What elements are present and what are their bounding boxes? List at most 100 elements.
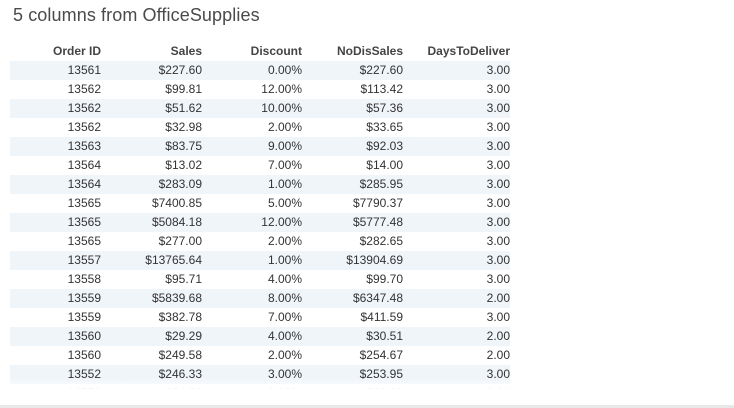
table-row[interactable]: 13558 $95.71 4.00% $99.70 3.00 xyxy=(10,270,510,289)
cell-daystodeliver: 3.00 xyxy=(403,213,510,232)
column-header-nodissales[interactable]: NoDisSales xyxy=(336,44,403,58)
data-table: Order ID Sales Discount NoDisSales DaysT… xyxy=(10,42,510,389)
cell-order-id: 13565 xyxy=(67,234,101,248)
cell-order-id: 13564 xyxy=(67,158,101,172)
table-row[interactable]: 13564 $283.09 1.00% $285.95 3.00 xyxy=(10,175,510,194)
cell-nodissales: $57.36 xyxy=(302,99,403,118)
cell-daystodeliver: 3.00 xyxy=(403,137,510,156)
cell-discount: 10.00% xyxy=(202,99,302,118)
cell-daystodeliver: 2.00 xyxy=(486,348,510,362)
cell-order-id: 13560 xyxy=(67,348,101,362)
cell-order-id: 13562 xyxy=(10,99,101,118)
cell-daystodeliver: 3.00 xyxy=(403,384,510,389)
table-row[interactable]: 13559 $5839.68 8.00% $6347.48 2.00 xyxy=(10,289,510,308)
table-row[interactable]: 13553$64.233.00%$66.223.00 xyxy=(10,384,510,389)
cell-sales: $249.58 xyxy=(158,348,202,362)
table-row[interactable]: 13560 $29.29 4.00% $30.51 2.00 xyxy=(10,327,510,346)
cell-nodissales: $282.65 xyxy=(359,234,403,248)
cell-discount: 12.00% xyxy=(202,213,302,232)
cell-sales: $277.00 xyxy=(158,234,202,248)
cell-nodissales: $5777.48 xyxy=(302,213,403,232)
cell-nodissales: $254.67 xyxy=(359,348,403,362)
cell-sales: $227.60 xyxy=(101,61,202,80)
table-row[interactable]: 13565 $5084.18 12.00% $5777.48 3.00 xyxy=(10,213,510,232)
table-row[interactable]: 13562 $51.62 10.00% $57.36 3.00 xyxy=(10,99,510,118)
bottom-divider xyxy=(0,405,734,408)
cell-discount: 4.00% xyxy=(202,327,302,346)
cell-discount: 9.00% xyxy=(202,137,302,156)
table-header: Order ID Sales Discount NoDisSales DaysT… xyxy=(10,42,510,61)
cell-discount: 7.00% xyxy=(267,158,302,172)
cell-discount: 1.00% xyxy=(202,175,302,194)
column-header-sales[interactable]: Sales xyxy=(170,44,202,58)
cell-nodissales: $66.22 xyxy=(302,384,403,389)
cell-nodissales: $227.60 xyxy=(302,61,403,80)
cell-discount: 2.00% xyxy=(267,120,302,134)
cell-order-id: 13559 xyxy=(67,310,101,324)
cell-discount: 8.00% xyxy=(202,289,302,308)
cell-daystodeliver: 3.00 xyxy=(486,272,510,286)
cell-order-id: 13552 xyxy=(10,365,101,384)
cell-order-id: 13558 xyxy=(67,272,101,286)
cell-nodissales: $113.42 xyxy=(360,82,404,96)
cell-nodissales: $92.03 xyxy=(302,137,403,156)
table-row[interactable]: 13560 $249.58 2.00% $254.67 2.00 xyxy=(10,346,510,365)
cell-discount: 3.00% xyxy=(202,365,302,384)
table-row[interactable]: 13562 $32.98 2.00% $33.65 3.00 xyxy=(10,118,510,137)
cell-sales: $13.02 xyxy=(165,158,202,172)
cell-nodissales: $99.70 xyxy=(366,272,403,286)
cell-discount: 3.00% xyxy=(202,384,302,389)
cell-order-id: 13559 xyxy=(10,289,101,308)
cell-nodissales: $253.95 xyxy=(302,365,403,384)
cell-daystodeliver: 3.00 xyxy=(486,234,510,248)
cell-nodissales: $285.95 xyxy=(302,175,403,194)
table-container[interactable]: Order ID Sales Discount NoDisSales DaysT… xyxy=(10,42,510,389)
column-header-daystodeliver[interactable]: DaysToDeliver xyxy=(427,44,510,58)
cell-order-id: 13562 xyxy=(67,120,101,134)
cell-sales: $7400.85 xyxy=(151,196,202,210)
cell-nodissales: $33.65 xyxy=(366,120,403,134)
cell-nodissales: $13904.69 xyxy=(302,251,403,270)
cell-nodissales: $6347.48 xyxy=(302,289,403,308)
cell-order-id: 13565 xyxy=(67,196,101,210)
table-row[interactable]: 13552 $246.33 3.00% $253.95 3.00 xyxy=(10,365,510,384)
cell-order-id: 13562 xyxy=(67,82,101,96)
cell-discount: 12.00% xyxy=(261,82,302,96)
cell-sales: $83.75 xyxy=(101,137,202,156)
cell-daystodeliver: 3.00 xyxy=(403,99,510,118)
table-row[interactable]: 13557 $13765.64 1.00% $13904.69 3.00 xyxy=(10,251,510,270)
cell-order-id: 13560 xyxy=(10,327,101,346)
cell-daystodeliver: 3.00 xyxy=(403,61,510,80)
cell-daystodeliver: 3.00 xyxy=(486,82,510,96)
table-row[interactable]: 13565 $277.00 2.00% $282.65 3.00 xyxy=(10,232,510,251)
table-row[interactable]: 13559 $382.78 7.00% $411.59 3.00 xyxy=(10,308,510,327)
table-row[interactable]: 13561 $227.60 0.00% $227.60 3.00 xyxy=(10,61,510,80)
cell-sales: $51.62 xyxy=(101,99,202,118)
column-header-order-id[interactable]: Order ID xyxy=(52,44,101,58)
table-row[interactable]: 13565 $7400.85 5.00% $7790.37 3.00 xyxy=(10,194,510,213)
cell-sales: $283.09 xyxy=(101,175,202,194)
column-header-discount[interactable]: Discount xyxy=(250,44,302,58)
cell-order-id: 13563 xyxy=(10,137,101,156)
cell-daystodeliver: 3.00 xyxy=(403,251,510,270)
cell-order-id: 13553 xyxy=(10,384,101,389)
table-row[interactable]: 13562 $99.81 12.00% $113.42 3.00 xyxy=(10,80,510,99)
cell-discount: 4.00% xyxy=(267,272,302,286)
cell-daystodeliver: 2.00 xyxy=(403,289,510,308)
cell-discount: 5.00% xyxy=(267,196,302,210)
cell-sales: $5839.68 xyxy=(101,289,202,308)
cell-daystodeliver: 3.00 xyxy=(403,175,510,194)
cell-nodissales: $411.59 xyxy=(360,310,404,324)
cell-sales: $99.81 xyxy=(165,82,202,96)
cell-daystodeliver: 3.00 xyxy=(486,196,510,210)
cell-sales: $32.98 xyxy=(165,120,202,134)
cell-sales: $13765.64 xyxy=(101,251,202,270)
cell-daystodeliver: 2.00 xyxy=(403,327,510,346)
table-row[interactable]: 13564 $13.02 7.00% $14.00 3.00 xyxy=(10,156,510,175)
table-row[interactable]: 13563 $83.75 9.00% $92.03 3.00 xyxy=(10,137,510,156)
cell-daystodeliver: 3.00 xyxy=(486,310,510,324)
cell-discount: 1.00% xyxy=(202,251,302,270)
cell-sales: $246.33 xyxy=(101,365,202,384)
cell-sales: $64.23 xyxy=(101,384,202,389)
cell-nodissales: $14.00 xyxy=(366,158,403,172)
